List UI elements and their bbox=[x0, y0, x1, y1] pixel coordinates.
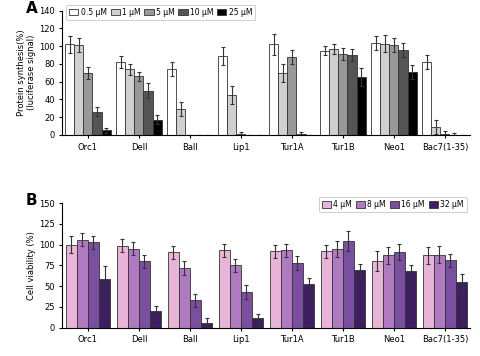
Bar bbox=[65, 44, 74, 135]
Legend: 4 μM, 8 μM, 16 μM, 32 μM: 4 μM, 8 μM, 16 μM, 32 μM bbox=[319, 197, 467, 212]
Bar bbox=[84, 73, 93, 135]
Bar bbox=[329, 49, 338, 135]
Bar bbox=[320, 51, 329, 135]
Bar bbox=[292, 263, 303, 328]
Bar bbox=[241, 292, 252, 328]
Bar bbox=[201, 323, 212, 328]
Bar bbox=[219, 251, 230, 328]
Bar bbox=[167, 69, 176, 135]
Bar bbox=[116, 62, 125, 135]
Bar bbox=[66, 245, 77, 328]
Bar bbox=[394, 252, 405, 328]
Bar bbox=[139, 261, 150, 328]
Bar bbox=[371, 43, 380, 135]
Bar bbox=[357, 77, 366, 135]
Y-axis label: Protein synthesis(%)
(luciferase signal): Protein synthesis(%) (luciferase signal) bbox=[17, 30, 36, 116]
Bar bbox=[405, 271, 416, 328]
Bar bbox=[74, 45, 84, 135]
Bar bbox=[230, 265, 241, 328]
Bar bbox=[321, 251, 332, 328]
Bar bbox=[434, 255, 445, 328]
Bar bbox=[125, 69, 134, 135]
Bar bbox=[338, 54, 348, 135]
Bar bbox=[236, 134, 245, 135]
Bar bbox=[408, 72, 417, 135]
Bar bbox=[389, 45, 398, 135]
Bar bbox=[269, 44, 278, 135]
Bar bbox=[176, 109, 185, 135]
Bar bbox=[372, 261, 383, 328]
Bar bbox=[179, 268, 190, 328]
Bar bbox=[270, 251, 281, 328]
Bar bbox=[88, 242, 99, 328]
Bar bbox=[227, 95, 236, 135]
Bar bbox=[380, 43, 389, 135]
Bar bbox=[423, 256, 434, 328]
Bar bbox=[456, 282, 467, 328]
Bar bbox=[348, 55, 357, 135]
Bar bbox=[150, 311, 161, 328]
Bar bbox=[332, 249, 343, 328]
Y-axis label: Cell viability (%): Cell viability (%) bbox=[27, 231, 36, 300]
Bar bbox=[288, 57, 297, 135]
Bar bbox=[102, 131, 111, 135]
Bar bbox=[281, 251, 292, 328]
Bar bbox=[218, 56, 227, 135]
Bar bbox=[445, 261, 456, 328]
Bar bbox=[297, 134, 306, 135]
Bar bbox=[153, 120, 162, 135]
Bar bbox=[134, 76, 144, 135]
Bar bbox=[354, 270, 365, 328]
Bar bbox=[303, 284, 314, 328]
Bar bbox=[431, 127, 440, 135]
Bar bbox=[168, 252, 179, 328]
Bar bbox=[144, 90, 153, 135]
Bar bbox=[422, 62, 431, 135]
Bar bbox=[383, 256, 394, 328]
Bar bbox=[440, 134, 449, 135]
Text: B: B bbox=[26, 193, 37, 208]
Bar bbox=[190, 300, 201, 328]
Bar bbox=[278, 73, 288, 135]
Bar bbox=[117, 246, 128, 328]
Bar bbox=[343, 241, 354, 328]
Bar bbox=[99, 279, 110, 328]
Bar bbox=[128, 249, 139, 328]
Legend: 0.5 μM, 1 μM, 5 μM, 10 μM, 25 μM: 0.5 μM, 1 μM, 5 μM, 10 μM, 25 μM bbox=[66, 5, 255, 20]
Bar bbox=[77, 240, 88, 328]
Bar bbox=[93, 112, 102, 135]
Bar bbox=[398, 50, 408, 135]
Text: A: A bbox=[26, 1, 37, 16]
Bar bbox=[252, 318, 263, 328]
